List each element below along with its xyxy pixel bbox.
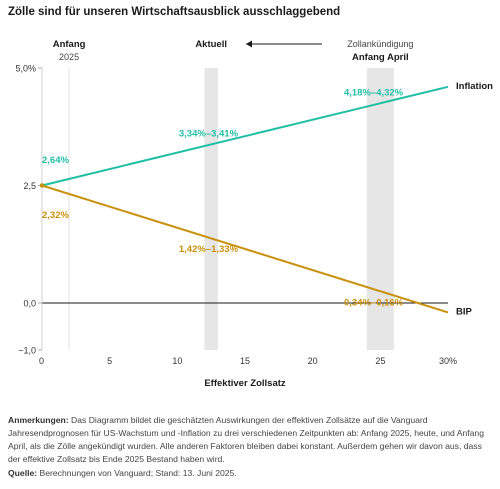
y-tick-label: 0,0 (23, 299, 36, 309)
series-start-point (39, 183, 45, 188)
data-label: 2,64% (42, 155, 69, 166)
y-tick-label: −1,0 (18, 346, 36, 356)
marker-title: Anfang April (352, 52, 409, 63)
arrowhead-icon (246, 40, 252, 48)
chart-title: Zölle sind für unseren Wirtschaftsausbli… (8, 6, 341, 18)
x-tick-label: 15 (240, 356, 250, 366)
notes-text: Das Diagramm bildet die geschätzten Ausw… (8, 415, 484, 464)
y-tick-label: 2,5 (23, 181, 36, 191)
data-label: 0,34%–0,16% (344, 297, 404, 308)
marker-subtitle: 2025 (59, 52, 79, 62)
marker-band-1 (204, 68, 218, 350)
data-label: 3,34%–3,41% (179, 129, 239, 140)
notes-label: Anmerkungen: (8, 415, 69, 425)
x-tick-label: 30% (439, 356, 457, 366)
source-label: Quelle: (8, 468, 38, 478)
series-name-bip: BIP (456, 306, 473, 317)
x-axis-label: Effektiver Zollsatz (204, 378, 286, 389)
x-tick-label: 5 (107, 356, 112, 366)
notes: Anmerkungen: Das Diagramm bildet die ges… (8, 414, 496, 466)
data-label: 4,18%–4,32% (344, 87, 404, 98)
marker-title: Aktuell (195, 39, 227, 50)
x-tick-label: 20 (308, 356, 318, 366)
series-lines: Inflation BIP (39, 81, 493, 317)
chart: 5,0%2,50,0−1,00 5 10 15 20 25 30%Effektiver Zo… (15, 39, 493, 390)
source-text: Berechnungen von Vanguard; Stand: 13. Ju… (37, 468, 237, 478)
marker-labels: Anfang 2025 Aktuell Zollankündigung Anfang A… (53, 39, 414, 63)
x-tick-label: 0 (39, 356, 44, 366)
x-tick-label: 10 (172, 356, 182, 366)
source: Quelle: Berechnungen von Vanguard; Stand… (8, 468, 237, 478)
axes: 5,0% 2,5 0,0 −1,00 5 10 15 20 25 30% Effektiver Zo… (15, 64, 457, 390)
data-label: 2,32% (42, 210, 69, 221)
data-labels: 2,64% 3,34%–3,41% 4,18%–4,32% 2,32% 1,42%–1,… (42, 87, 404, 308)
series-name-inflation: Inflation (456, 81, 493, 92)
series-line-bip (41, 184, 449, 314)
y-tick-label: 5,0% (15, 64, 36, 74)
marker-title: Anfang (53, 39, 86, 50)
series-line-inflation (41, 85, 449, 187)
data-label: 1,42%–1,33% (179, 244, 239, 255)
x-tick-label: 25 (375, 356, 385, 366)
marker-subtitle: Zollankündigung (347, 39, 413, 49)
